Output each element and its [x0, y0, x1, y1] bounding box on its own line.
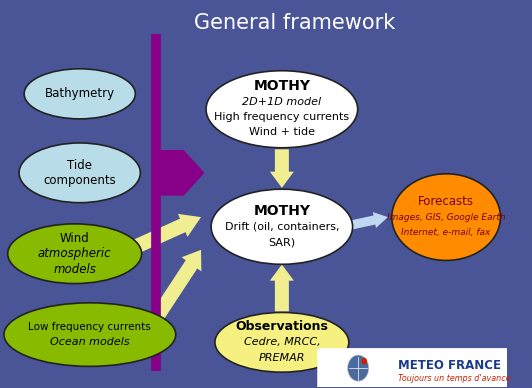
Ellipse shape: [211, 189, 353, 264]
Text: Drift (oil, containers,: Drift (oil, containers,: [225, 222, 339, 232]
Polygon shape: [155, 151, 204, 195]
Text: PREMAR: PREMAR: [259, 353, 305, 363]
Text: Wind: Wind: [60, 232, 89, 245]
Text: Observations: Observations: [236, 320, 328, 333]
Text: Wind + tide: Wind + tide: [249, 127, 315, 137]
Text: Internet, e-mail, fax: Internet, e-mail, fax: [402, 228, 491, 237]
Ellipse shape: [347, 355, 369, 381]
Text: Bathymetry: Bathymetry: [45, 87, 115, 100]
Ellipse shape: [206, 71, 358, 148]
Text: components: components: [43, 174, 116, 187]
Polygon shape: [118, 214, 201, 260]
Ellipse shape: [4, 303, 176, 366]
Text: SAR): SAR): [268, 237, 295, 247]
Text: Forecasts: Forecasts: [418, 195, 474, 208]
Text: MOTHY: MOTHY: [253, 204, 310, 218]
Text: General framework: General framework: [194, 12, 395, 33]
Text: METEO FRANCE: METEO FRANCE: [398, 359, 501, 372]
Text: Low frequency currents: Low frequency currents: [28, 322, 151, 332]
Text: 2D+1D model: 2D+1D model: [242, 97, 321, 107]
Text: Ocean models: Ocean models: [50, 337, 130, 347]
Text: Images, GIS, Google Earth: Images, GIS, Google Earth: [387, 213, 505, 222]
Ellipse shape: [24, 69, 135, 119]
Text: Toujours un temps d'avance: Toujours un temps d'avance: [398, 374, 511, 383]
Text: Tide: Tide: [67, 159, 92, 171]
Text: models: models: [53, 263, 96, 275]
Ellipse shape: [19, 143, 140, 203]
Text: MOTHY: MOTHY: [253, 79, 310, 93]
Polygon shape: [145, 250, 202, 331]
Text: Cedre, MRCC,: Cedre, MRCC,: [244, 337, 320, 347]
Polygon shape: [351, 212, 388, 229]
Ellipse shape: [361, 358, 367, 365]
Ellipse shape: [215, 312, 349, 372]
Text: atmospheric: atmospheric: [38, 247, 112, 260]
Text: High frequency currents: High frequency currents: [214, 112, 350, 122]
Ellipse shape: [392, 174, 501, 260]
FancyBboxPatch shape: [317, 348, 509, 388]
Polygon shape: [270, 149, 294, 188]
Ellipse shape: [7, 224, 142, 284]
Polygon shape: [270, 265, 294, 312]
